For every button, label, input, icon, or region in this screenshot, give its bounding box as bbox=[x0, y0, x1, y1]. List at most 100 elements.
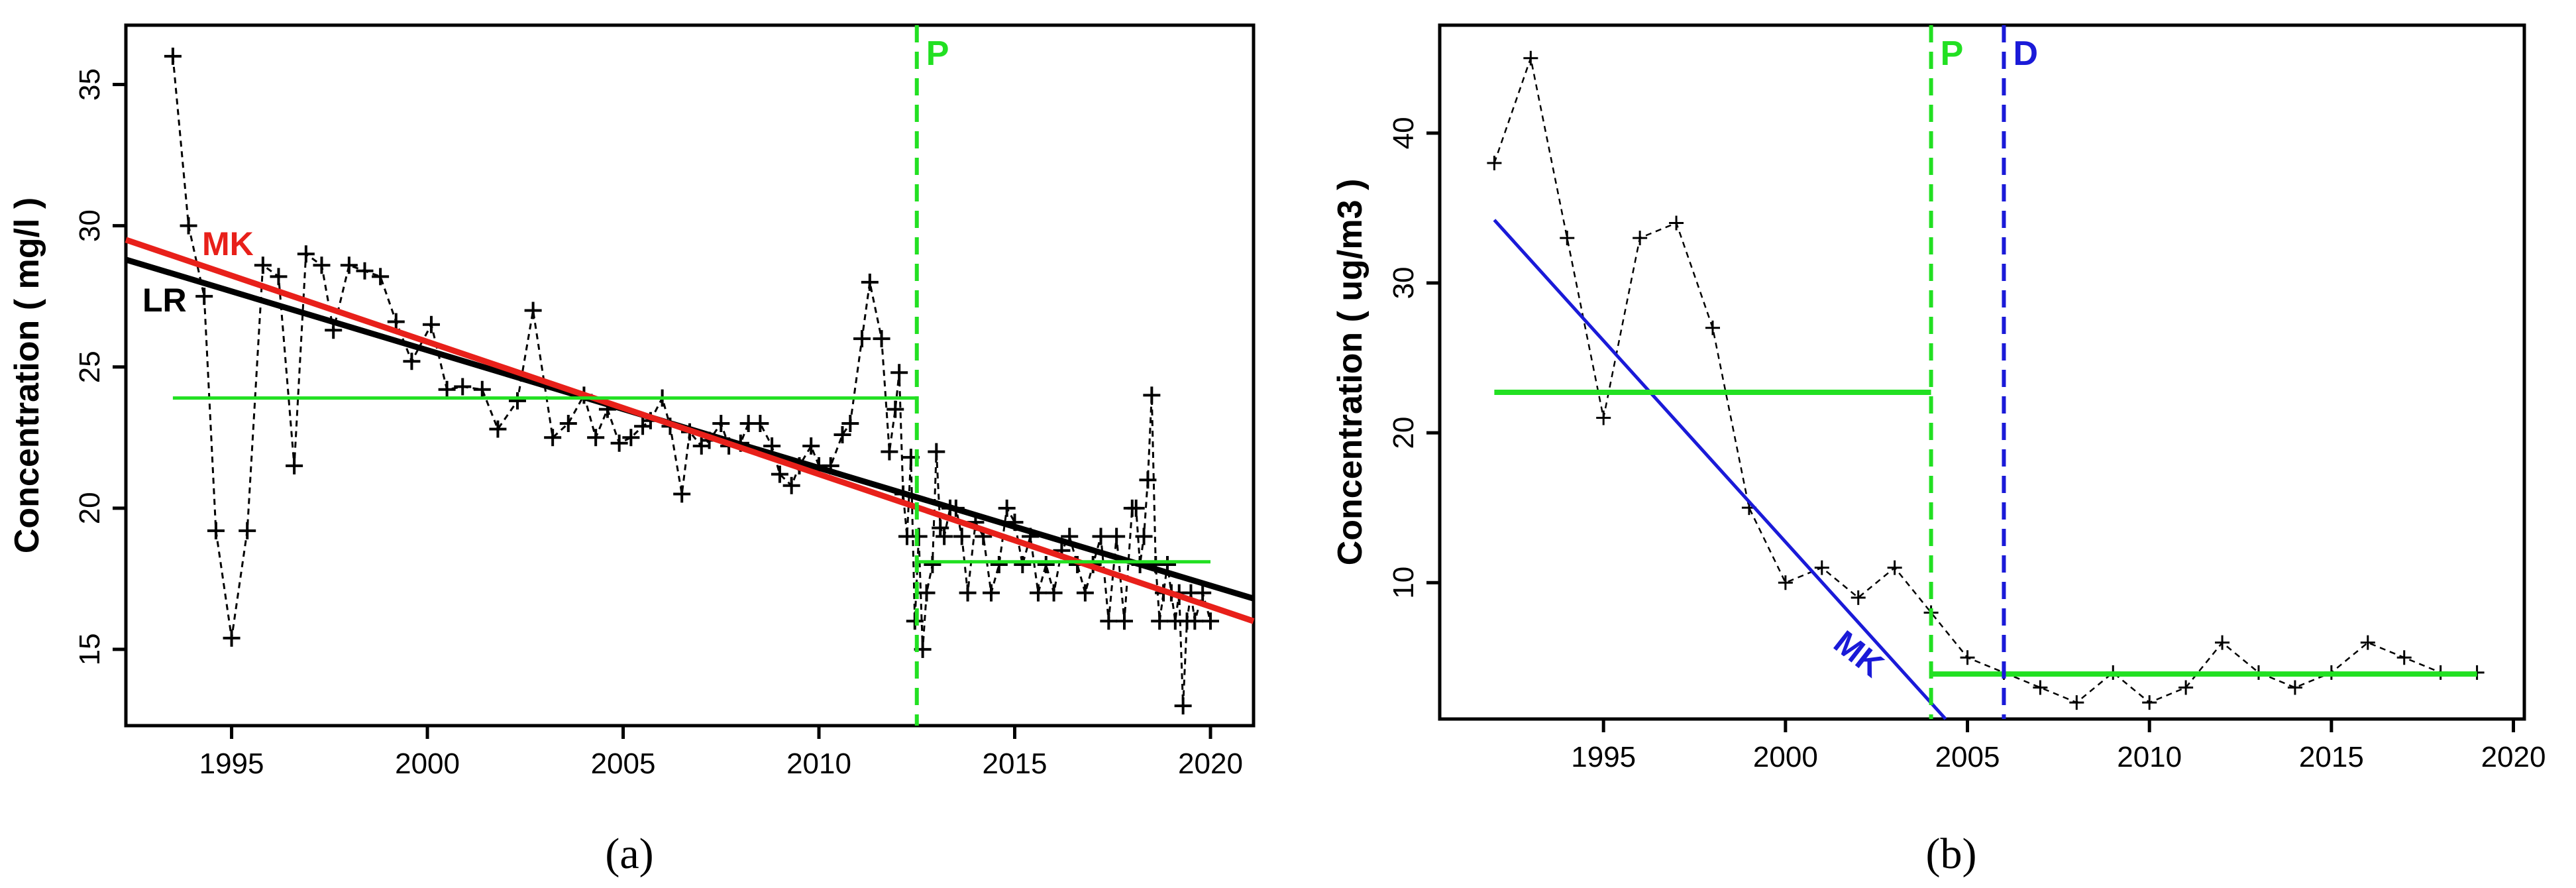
panel-a-data-point bbox=[1100, 612, 1118, 630]
panel-a-data-point bbox=[928, 443, 945, 461]
panel-a-observed-series-line bbox=[172, 56, 1212, 706]
panel-b-data-point bbox=[1887, 560, 1902, 575]
panel-a-data-point bbox=[751, 414, 769, 432]
panel-a-data-point bbox=[1127, 499, 1145, 517]
panel-b-data-point bbox=[2178, 680, 2194, 695]
panel-a-data-point bbox=[1201, 612, 1219, 630]
panel-b-x-tick-label: 2015 bbox=[2299, 741, 2364, 773]
panel-a-data-point bbox=[1014, 556, 1032, 574]
panel-a-chart: 1995 2000 2005 2010 2015 2020 15 20 25 30 35 Concen… bbox=[8, 23, 1256, 780]
panel-a-data-point bbox=[544, 429, 562, 447]
panel-a-data-point bbox=[841, 414, 859, 432]
panel-a-data-point bbox=[1139, 471, 1157, 489]
panel-b-label: (b) bbox=[1926, 830, 1977, 878]
panel-a-y-tick-label: 15 bbox=[74, 633, 106, 665]
panel-a-x-tick-label: 2020 bbox=[1178, 748, 1243, 780]
panel-a-data-point bbox=[712, 414, 730, 432]
panel-a-data-point bbox=[372, 268, 390, 286]
panel-a-data-point bbox=[924, 556, 941, 574]
panel-b-data-point bbox=[1705, 320, 1720, 335]
panel-a-y-tick-label: 35 bbox=[74, 68, 106, 101]
panel-b-change-point-d-label: D bbox=[2013, 34, 2038, 73]
panel-a-data-point bbox=[782, 476, 800, 494]
panel-b-data-point bbox=[1960, 650, 1975, 665]
panel-a-y-tick-label: 30 bbox=[74, 209, 106, 242]
panel-a-data-point bbox=[313, 256, 331, 274]
panel-a-data-point bbox=[195, 288, 213, 305]
panel-a-data-point bbox=[1076, 584, 1094, 602]
panel-a-data-point bbox=[403, 353, 421, 370]
panel-a-data-point bbox=[1045, 584, 1063, 602]
panel-a-data-point bbox=[164, 47, 182, 65]
panel-b-data-point bbox=[1669, 215, 1684, 231]
panel-b-data-point bbox=[1596, 410, 1611, 425]
panel-a-data-point bbox=[998, 499, 1016, 517]
panel-a-data-point bbox=[223, 629, 241, 647]
panel-b-observed-series-line bbox=[1493, 54, 2477, 704]
panel-a-data-point bbox=[610, 434, 628, 452]
panel-b-data-point bbox=[2360, 635, 2375, 650]
panel-b-change-point-p-label: P bbox=[1941, 34, 1964, 73]
panel-a-data-point bbox=[587, 429, 605, 447]
panel-a-trend-label-mk: MK bbox=[202, 225, 254, 262]
panel-a-data-point bbox=[180, 217, 197, 235]
panel-a-x-tick-label: 1995 bbox=[199, 748, 264, 780]
panel-a-data-point bbox=[802, 437, 820, 455]
panel-a-data-point bbox=[1151, 612, 1169, 630]
panel-a-data-point bbox=[881, 443, 898, 461]
panel-a-data-point bbox=[438, 380, 456, 398]
panel-a-x-tick-label: 2005 bbox=[591, 748, 656, 780]
panel-b-chart: 1995 2000 2005 2010 2015 2020 10 20 30 40 Concentr… bbox=[1331, 23, 2546, 773]
panel-a-data-point bbox=[207, 522, 225, 539]
panel-a-data-point bbox=[340, 256, 358, 274]
panel-a-data-point bbox=[932, 519, 949, 537]
panel-a-data-point bbox=[297, 245, 315, 263]
panel-a-data-point bbox=[873, 330, 890, 348]
panel-a-data-point bbox=[239, 522, 256, 539]
panel-a-data-point bbox=[1186, 612, 1204, 630]
panel-a-data-point bbox=[1037, 556, 1055, 574]
panel-a-data-point bbox=[489, 420, 507, 438]
panel-a-data-point bbox=[1174, 697, 1192, 715]
panel-b-y-axis-title: Concentration ( ug/m3 ) bbox=[1331, 179, 1369, 566]
panel-a-mk-trend-line bbox=[125, 237, 1255, 624]
panel-b-y-tick-label: 40 bbox=[1387, 117, 1420, 149]
panel-a-data-point bbox=[1092, 527, 1110, 545]
panel-a-data-point bbox=[422, 315, 440, 333]
panel-a-x-tick-label: 2015 bbox=[983, 748, 1047, 780]
panel-a-data-point bbox=[387, 313, 405, 331]
panel-a-data-point bbox=[559, 414, 577, 432]
panel-a-data-point bbox=[990, 556, 1008, 574]
panel-a-trend-label-lr: LR bbox=[142, 282, 187, 319]
panel-a-data-point bbox=[622, 429, 640, 447]
panel-b-x-tick-label: 2000 bbox=[1753, 741, 1818, 773]
panel-a-data-point bbox=[936, 527, 953, 545]
panel-a-data-point bbox=[270, 268, 288, 286]
panel-a-data-point bbox=[254, 256, 272, 274]
panel-a-data-point bbox=[286, 457, 303, 474]
panel-b-trend-label-mk: MK bbox=[1827, 624, 1891, 685]
panel-a-label: (a) bbox=[605, 830, 653, 878]
panel-a-data-point bbox=[1115, 612, 1133, 630]
panel-a-data-point bbox=[983, 584, 1000, 602]
panel-b-x-tick-label: 2005 bbox=[1935, 741, 2000, 773]
panel-a-x-tick-label: 2010 bbox=[786, 748, 851, 780]
panel-b-data-point bbox=[2396, 650, 2412, 665]
panel-b-data-point bbox=[2142, 695, 2157, 710]
panel-a-data-point bbox=[673, 485, 691, 503]
panel-a-data-point bbox=[1135, 527, 1153, 545]
panel-b-data-point bbox=[2033, 680, 2048, 695]
panel-a-data-point bbox=[833, 426, 851, 444]
panel-a-data-point bbox=[959, 584, 977, 602]
panel-a-data-point bbox=[1108, 527, 1126, 545]
panel-a-y-axis-title: Concentration ( mg/l ) bbox=[8, 197, 46, 553]
panel-b-data-point bbox=[1851, 590, 1866, 605]
panel-b-y-tick-label: 30 bbox=[1387, 266, 1420, 299]
panel-a-change-point-p-label: P bbox=[926, 34, 949, 73]
panel-a-data-point bbox=[454, 378, 472, 396]
panel-a-data-point bbox=[1194, 584, 1212, 602]
panel-b-data-point bbox=[2287, 680, 2302, 695]
panel-a-data-point bbox=[861, 273, 879, 291]
panel-b-data-point bbox=[1778, 575, 1793, 590]
